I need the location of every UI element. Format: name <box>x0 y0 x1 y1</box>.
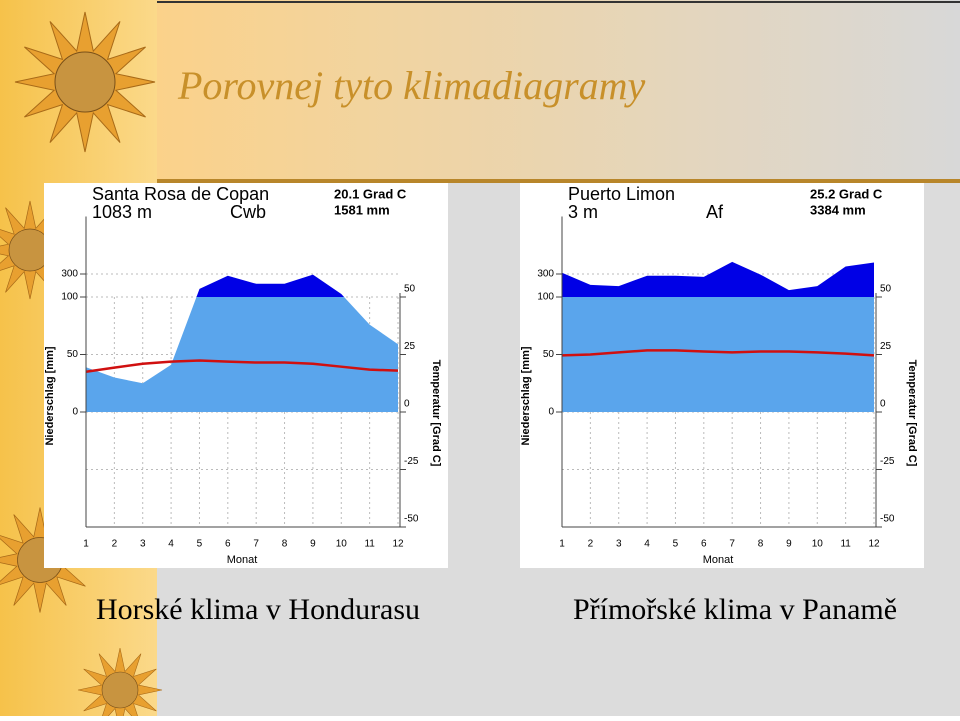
x-tick-label: 4 <box>644 539 650 550</box>
y2-tick-label: 0 <box>404 399 410 410</box>
x-axis-label: Monat <box>703 554 734 566</box>
y-tick-label: 50 <box>67 349 79 360</box>
temperature-line <box>85 359 399 373</box>
y-tick-label: 100 <box>537 292 554 303</box>
y2-tick-label: 50 <box>404 284 416 295</box>
slide-title: Porovnej tyto klimadiagramy <box>177 63 646 108</box>
x-tick-label: 12 <box>868 539 880 550</box>
precipitation-area-high <box>196 274 345 297</box>
x-tick-label: 5 <box>197 539 203 550</box>
sun <box>77 647 163 721</box>
y-tick-label: 300 <box>537 269 554 280</box>
annual-precipitation: 3384 mm <box>810 202 866 217</box>
station-name: Puerto Limon <box>568 184 675 204</box>
y-tick-label: 50 <box>543 349 555 360</box>
sun-face <box>101 671 139 709</box>
mean-temperature: 25.2 Grad C <box>810 186 883 201</box>
x-tick-label: 2 <box>112 539 118 550</box>
climate-class: Cwb <box>230 202 266 222</box>
x-tick-label: 11 <box>840 539 851 550</box>
climate-class: Af <box>706 202 724 222</box>
y-tick-label: 0 <box>548 407 554 418</box>
caption: Horské klima v Hondurasu <box>96 593 420 626</box>
x-tick-label: 12 <box>392 539 404 550</box>
y2-tick-label: -25 <box>404 456 419 467</box>
x-tick-label: 7 <box>729 539 735 550</box>
x-tick-label: 7 <box>253 539 259 550</box>
x-tick-label: 11 <box>364 539 375 550</box>
annual-precipitation: 1581 mm <box>334 202 390 217</box>
x-tick-label: 6 <box>701 539 707 550</box>
y2-axis-label: Temperatur [Grad C] <box>430 360 442 467</box>
x-tick-label: 4 <box>168 539 174 550</box>
precipitation-area-low <box>86 297 398 412</box>
x-tick-label: 3 <box>140 539 146 550</box>
y-tick-label: 100 <box>61 292 78 303</box>
y2-tick-label: 50 <box>880 284 892 295</box>
x-tick-label: 10 <box>812 539 824 550</box>
y2-tick-label: -50 <box>404 514 419 525</box>
y2-tick-label: 25 <box>404 341 416 352</box>
y-tick-label: 0 <box>72 407 78 418</box>
y2-tick-label: 0 <box>880 399 886 410</box>
x-tick-label: 9 <box>786 539 792 550</box>
caption: Přímořské klima v Panamě <box>573 593 897 626</box>
elevation: 3 m <box>568 202 598 222</box>
sun-face <box>54 51 116 113</box>
x-tick-label: 3 <box>616 539 622 550</box>
x-tick-label: 9 <box>310 539 316 550</box>
y2-tick-label: -25 <box>880 456 895 467</box>
station-name: Santa Rosa de Copan <box>92 184 269 204</box>
y2-axis-label: Temperatur [Grad C] <box>906 360 918 467</box>
sun <box>14 11 156 153</box>
x-axis-label: Monat <box>227 554 258 566</box>
x-tick-label: 5 <box>673 539 679 550</box>
y-axis-label: Niederschlag [mm] <box>44 346 56 445</box>
title-band <box>157 0 960 180</box>
y-axis-label: Niederschlag [mm] <box>520 346 532 445</box>
x-tick-label: 8 <box>758 539 764 550</box>
precipitation-area-low <box>562 297 874 412</box>
y-tick-label: 300 <box>61 269 78 280</box>
x-tick-label: 2 <box>588 539 594 550</box>
elevation: 1083 m <box>92 202 152 222</box>
x-tick-label: 10 <box>336 539 348 550</box>
precipitation-area-high <box>562 261 874 297</box>
x-tick-label: 8 <box>282 539 288 550</box>
y2-tick-label: -50 <box>880 514 895 525</box>
y2-tick-label: 25 <box>880 341 892 352</box>
x-tick-label: 6 <box>225 539 231 550</box>
x-tick-label: 1 <box>559 539 565 550</box>
x-tick-label: 1 <box>83 539 89 550</box>
temperature-line <box>561 349 875 357</box>
mean-temperature: 20.1 Grad C <box>334 186 407 201</box>
